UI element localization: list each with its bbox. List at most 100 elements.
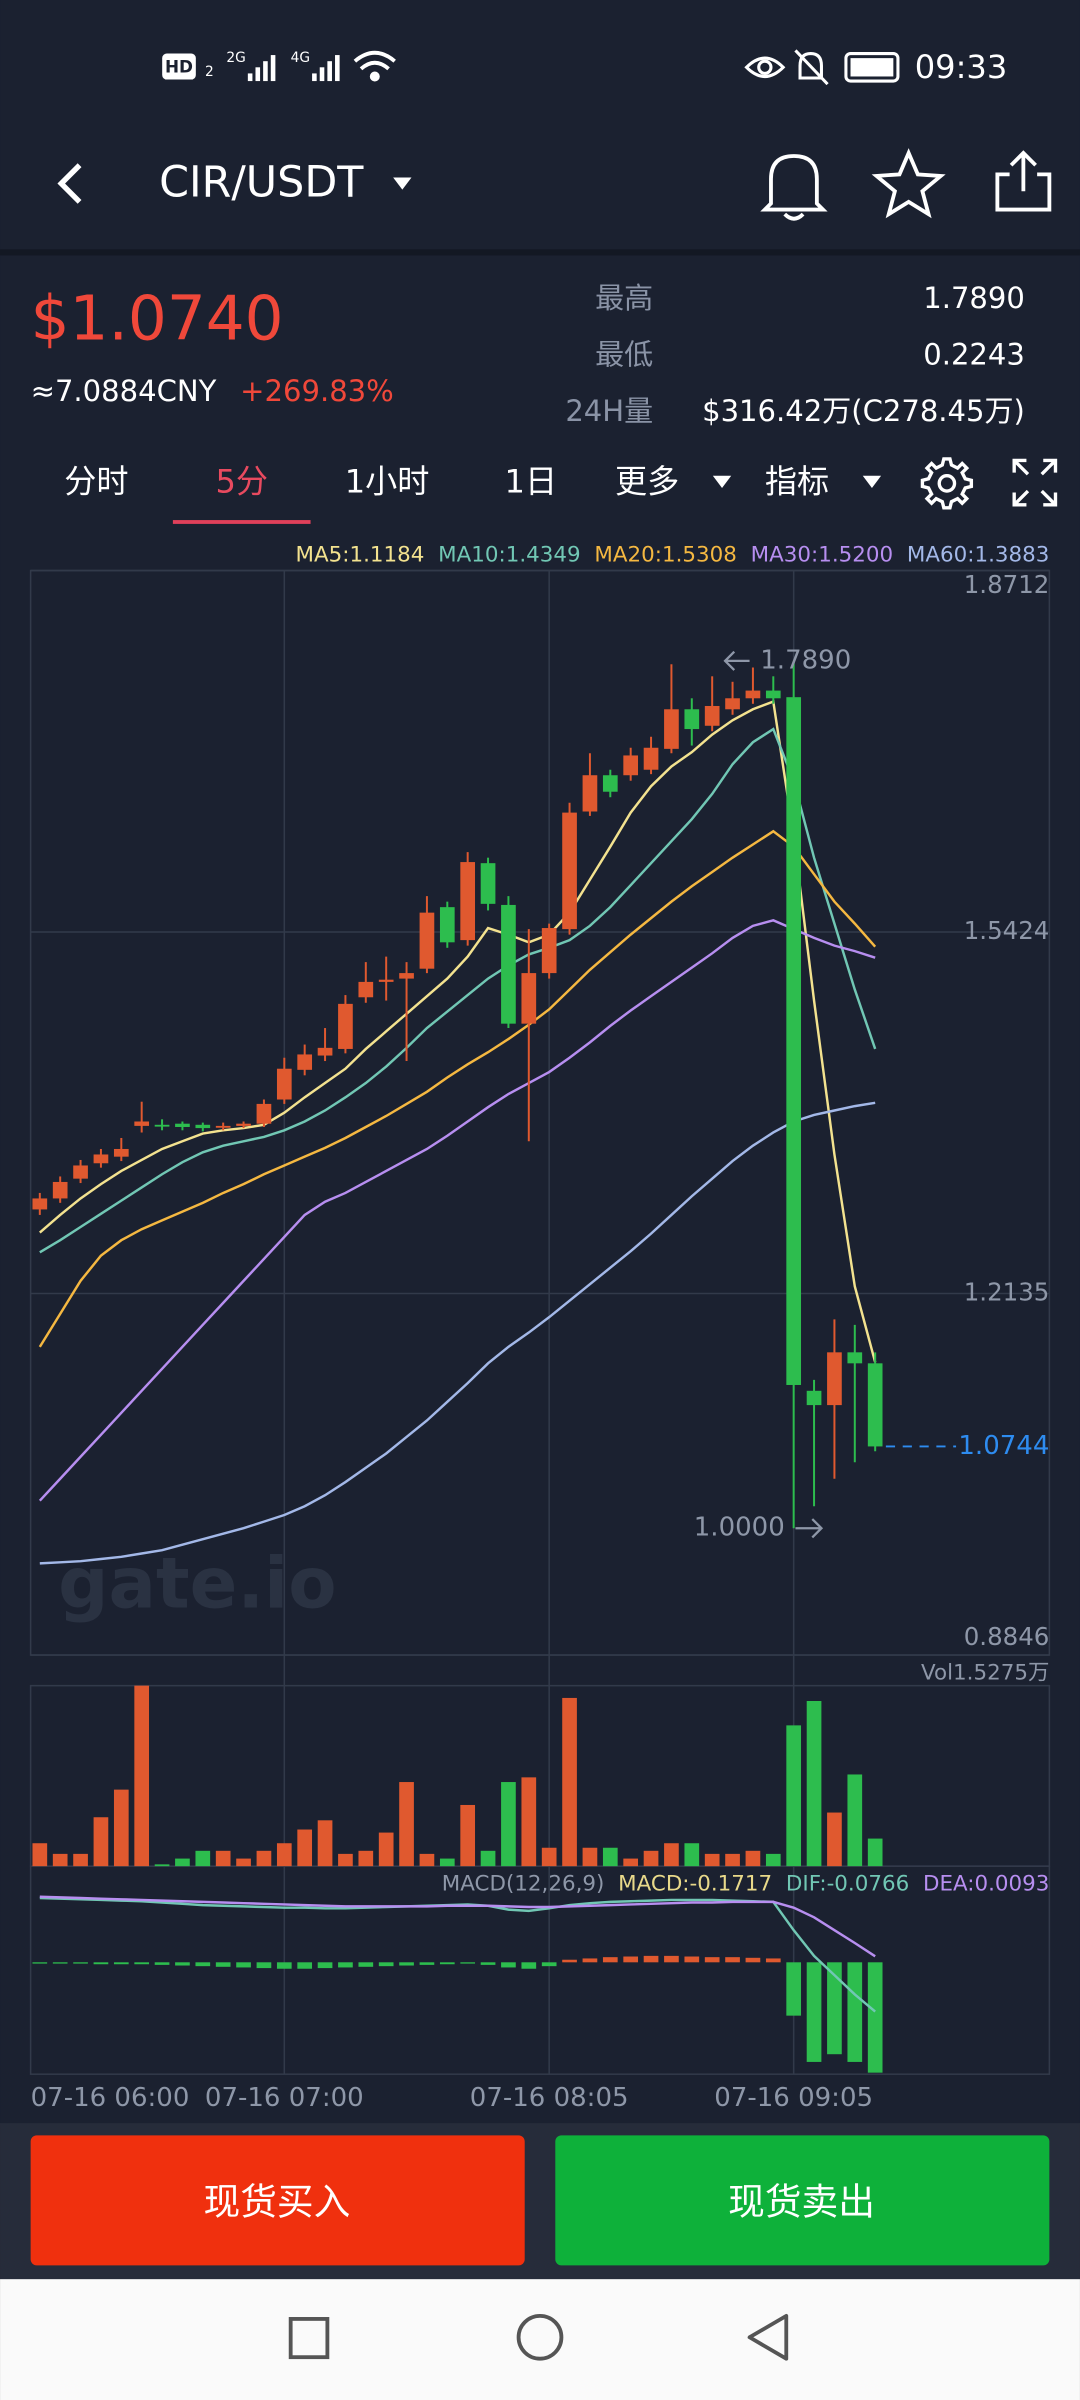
macd-bar — [52, 1962, 68, 1964]
back-nav-button[interactable] — [747, 2313, 789, 2361]
macd-bar — [297, 1962, 313, 1969]
macd-bar — [643, 1955, 659, 1963]
volume-bar — [806, 1701, 822, 1867]
interval-tab[interactable]: 5分 — [215, 462, 268, 500]
volume-bar — [745, 1850, 761, 1867]
volume-bar — [786, 1725, 802, 1867]
x-tick-label: 07-16 07:00 — [205, 2083, 364, 2113]
sim-text: 2 — [205, 64, 214, 80]
candle-body — [195, 1124, 211, 1129]
candle-body — [847, 1352, 863, 1364]
macd-bar — [134, 1962, 150, 1965]
y-tick-label: 1.8712 — [964, 570, 1050, 599]
volume-bar — [113, 1789, 129, 1867]
macd-bar — [765, 1958, 781, 1963]
candle-body — [439, 907, 455, 943]
candle-body — [827, 1352, 842, 1406]
macd-bar — [867, 1962, 883, 2073]
interval-tab[interactable]: 指标 — [765, 462, 829, 500]
candle-body — [358, 981, 374, 998]
current-price-label: 1.0744 — [958, 1431, 1049, 1461]
macd-bar — [704, 1957, 720, 1963]
volume-bar — [93, 1817, 109, 1867]
candle-body — [562, 812, 577, 930]
high-marker: 1.7890 — [760, 645, 851, 675]
alert-button[interactable] — [760, 154, 828, 221]
volume-bar — [399, 1782, 414, 1867]
interval-tab[interactable]: 更多 — [615, 462, 679, 500]
eye-icon — [744, 56, 786, 78]
nav-bar — [0, 2279, 1080, 2400]
volume-bar — [541, 1847, 557, 1867]
volume-bar — [439, 1858, 455, 1867]
volume-bar — [297, 1829, 313, 1867]
low-marker: 1.0000 — [694, 1513, 785, 1543]
macd-bar — [73, 1962, 88, 1964]
volume-bar — [52, 1853, 68, 1867]
recents-button[interactable] — [288, 2317, 330, 2360]
candle-body — [582, 775, 598, 812]
last-price: $1.0740 — [31, 283, 284, 354]
y-tick-label: 0.8846 — [964, 1622, 1050, 1651]
mute-icon — [794, 49, 829, 86]
volume-bar — [582, 1847, 598, 1867]
macd-bar — [256, 1962, 272, 1969]
volume-label: Vol1.5275万 — [921, 1660, 1049, 1685]
candle-body — [236, 1123, 251, 1126]
network-text: 2G — [226, 50, 245, 66]
buy-label[interactable]: 现货买入 — [203, 2181, 350, 2224]
macd-legend: MACD:-0.1717 — [618, 1872, 772, 1897]
macd-bar — [541, 1962, 557, 1967]
watermark: gate.io — [58, 1542, 336, 1624]
pair-dropdown[interactable] — [393, 177, 412, 190]
wifi-icon — [353, 50, 396, 82]
indicator-dropdown[interactable] — [862, 475, 882, 488]
interval-tab[interactable]: 分时 — [64, 462, 128, 500]
settings-button-hub[interactable] — [937, 474, 957, 493]
x-tick-label: 07-16 09:05 — [714, 2083, 873, 2113]
volume-bar — [276, 1843, 292, 1867]
more-dropdown[interactable] — [712, 475, 732, 488]
x-tick-label: 07-16 06:00 — [31, 2083, 190, 2113]
macd-bar — [276, 1962, 292, 1969]
signal-1 — [247, 55, 276, 82]
candle-body — [378, 979, 394, 982]
sell-button[interactable] — [555, 2135, 1050, 2266]
macd-bar — [847, 1962, 863, 2062]
macd-bar — [602, 1957, 618, 1963]
battery-icon — [844, 52, 900, 83]
home-button[interactable] — [516, 2313, 564, 2361]
buy-button[interactable] — [30, 2135, 525, 2266]
pair-title[interactable]: CIR/USDT — [159, 158, 364, 208]
candle-body — [521, 973, 537, 1024]
volume-bar — [704, 1853, 720, 1867]
volume-bar — [460, 1804, 476, 1867]
macd-bar — [399, 1962, 414, 1966]
back-button[interactable] — [57, 163, 82, 204]
interval-tab[interactable]: 1小时 — [345, 462, 430, 500]
battery-level — [850, 58, 894, 77]
y-tick-label: 1.2135 — [964, 1278, 1050, 1307]
interval-tab[interactable]: 1日 — [505, 462, 558, 500]
fullscreen-button[interactable] — [1012, 458, 1058, 507]
candle-body — [113, 1148, 129, 1157]
macd-title: MACD(12,26,9) — [442, 1872, 605, 1897]
low-arrow — [795, 1518, 824, 1539]
cny-price: ≈7.0884CNY — [31, 374, 217, 408]
volume-bar — [378, 1832, 394, 1867]
candle-body — [338, 1003, 353, 1049]
sell-label[interactable]: 现货卖出 — [728, 2181, 875, 2224]
candle-body — [175, 1123, 190, 1127]
stat-value: 0.2243 — [923, 337, 1025, 371]
header-divider — [0, 249, 1080, 256]
ma-line — [38, 829, 877, 1348]
stat-value: $316.42万(C278.45万) — [702, 394, 1025, 428]
volume-bar — [73, 1853, 88, 1867]
candle-body — [215, 1125, 231, 1128]
ma-legend: MA10:1.4349 — [438, 542, 580, 567]
settings-button[interactable] — [920, 457, 974, 510]
candle-body — [704, 705, 720, 726]
share-button[interactable] — [995, 150, 1052, 212]
favorite-button[interactable] — [871, 148, 946, 219]
volume-bar — [725, 1853, 740, 1867]
